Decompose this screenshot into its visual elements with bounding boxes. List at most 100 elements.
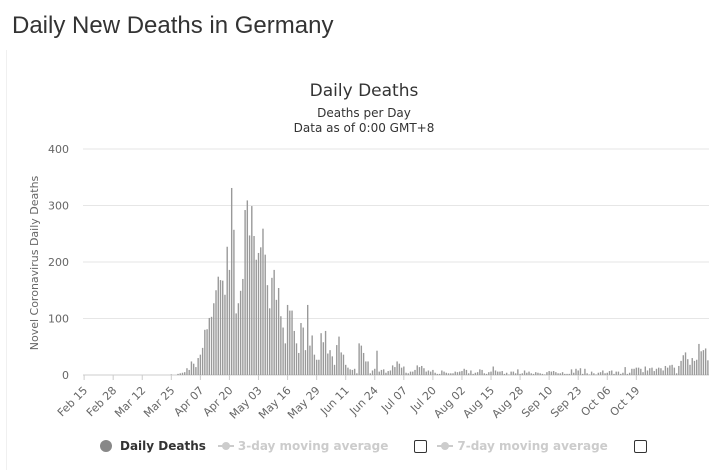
bar[interactable]: [454, 371, 456, 375]
bar[interactable]: [190, 361, 193, 375]
bar[interactable]: [188, 369, 190, 375]
bar[interactable]: [248, 235, 251, 375]
bar[interactable]: [443, 371, 445, 375]
legend-item-7-day-average[interactable]: 7-day moving average: [437, 439, 608, 453]
bar[interactable]: [704, 348, 707, 375]
bar[interactable]: [233, 229, 235, 375]
bar[interactable]: [662, 370, 664, 375]
bar[interactable]: [613, 373, 615, 375]
bar[interactable]: [633, 368, 635, 375]
bar[interactable]: [277, 287, 280, 375]
bar[interactable]: [532, 373, 535, 375]
bar[interactable]: [628, 372, 631, 375]
bar[interactable]: [197, 358, 199, 375]
bar[interactable]: [311, 335, 313, 375]
bar[interactable]: [579, 368, 582, 375]
bar[interactable]: [345, 364, 347, 375]
bar[interactable]: [586, 373, 588, 375]
bar[interactable]: [622, 372, 624, 375]
bar[interactable]: [467, 373, 470, 375]
bar[interactable]: [626, 373, 629, 375]
bar[interactable]: [273, 269, 275, 375]
bar[interactable]: [651, 367, 653, 375]
bar[interactable]: [494, 370, 497, 375]
bar[interactable]: [219, 280, 222, 375]
bar[interactable]: [391, 365, 394, 375]
bar[interactable]: [539, 373, 541, 375]
bar[interactable]: [262, 228, 264, 375]
bar[interactable]: [403, 366, 405, 375]
bar[interactable]: [264, 254, 266, 375]
bar[interactable]: [376, 350, 378, 375]
bar[interactable]: [333, 364, 336, 375]
bar[interactable]: [298, 352, 300, 375]
bar[interactable]: [653, 371, 655, 375]
bar[interactable]: [637, 367, 640, 375]
bar[interactable]: [559, 373, 562, 375]
bar[interactable]: [315, 359, 318, 375]
bar[interactable]: [286, 304, 289, 375]
bar[interactable]: [338, 336, 340, 375]
bar[interactable]: [347, 367, 349, 375]
bar[interactable]: [436, 373, 439, 375]
legend-item-3-day-average[interactable]: 3-day moving average: [217, 439, 388, 453]
bar[interactable]: [678, 365, 680, 375]
bar[interactable]: [483, 373, 486, 375]
bar[interactable]: [199, 354, 202, 375]
bar[interactable]: [552, 371, 555, 375]
bar[interactable]: [271, 277, 273, 375]
bar[interactable]: [492, 366, 494, 375]
bar[interactable]: [550, 371, 553, 375]
bar[interactable]: [322, 342, 325, 375]
bar[interactable]: [369, 373, 371, 375]
bar[interactable]: [611, 370, 613, 375]
bar[interactable]: [537, 372, 539, 375]
bar[interactable]: [620, 373, 622, 375]
bar[interactable]: [201, 347, 204, 375]
bar[interactable]: [488, 372, 490, 375]
bar[interactable]: [389, 370, 392, 375]
bar[interactable]: [385, 372, 387, 375]
bar[interactable]: [669, 365, 671, 375]
bar[interactable]: [655, 368, 658, 375]
bar[interactable]: [573, 372, 575, 375]
bar[interactable]: [293, 330, 295, 375]
bar[interactable]: [414, 369, 416, 375]
bar[interactable]: [257, 252, 260, 375]
bar[interactable]: [590, 371, 593, 375]
bar[interactable]: [615, 371, 617, 375]
bar[interactable]: [228, 269, 231, 375]
bar[interactable]: [394, 367, 396, 375]
bar[interactable]: [304, 350, 307, 375]
bar[interactable]: [367, 361, 369, 375]
bar[interactable]: [673, 367, 676, 375]
bar[interactable]: [275, 299, 278, 375]
bar[interactable]: [593, 373, 595, 375]
bar[interactable]: [387, 371, 389, 375]
bar[interactable]: [280, 316, 282, 375]
bar[interactable]: [617, 371, 620, 375]
bar[interactable]: [535, 372, 537, 375]
bar[interactable]: [331, 356, 333, 375]
bar[interactable]: [517, 369, 519, 375]
bar[interactable]: [512, 371, 515, 375]
bar[interactable]: [691, 358, 693, 375]
bar[interactable]: [336, 345, 338, 375]
bar[interactable]: [649, 368, 651, 375]
bar[interactable]: [675, 373, 678, 375]
bar[interactable]: [284, 343, 287, 375]
bar[interactable]: [474, 372, 477, 375]
bar[interactable]: [476, 372, 479, 375]
bar[interactable]: [490, 371, 492, 375]
checkbox-3-day-average[interactable]: [414, 439, 428, 453]
bar[interactable]: [181, 372, 184, 375]
bar[interactable]: [687, 359, 689, 375]
bar[interactable]: [608, 371, 611, 375]
bar[interactable]: [606, 372, 608, 375]
bar[interactable]: [519, 373, 521, 375]
bar[interactable]: [707, 360, 709, 375]
bar[interactable]: [380, 369, 383, 375]
bar[interactable]: [635, 367, 638, 375]
bar[interactable]: [680, 360, 682, 376]
bar[interactable]: [450, 373, 452, 375]
